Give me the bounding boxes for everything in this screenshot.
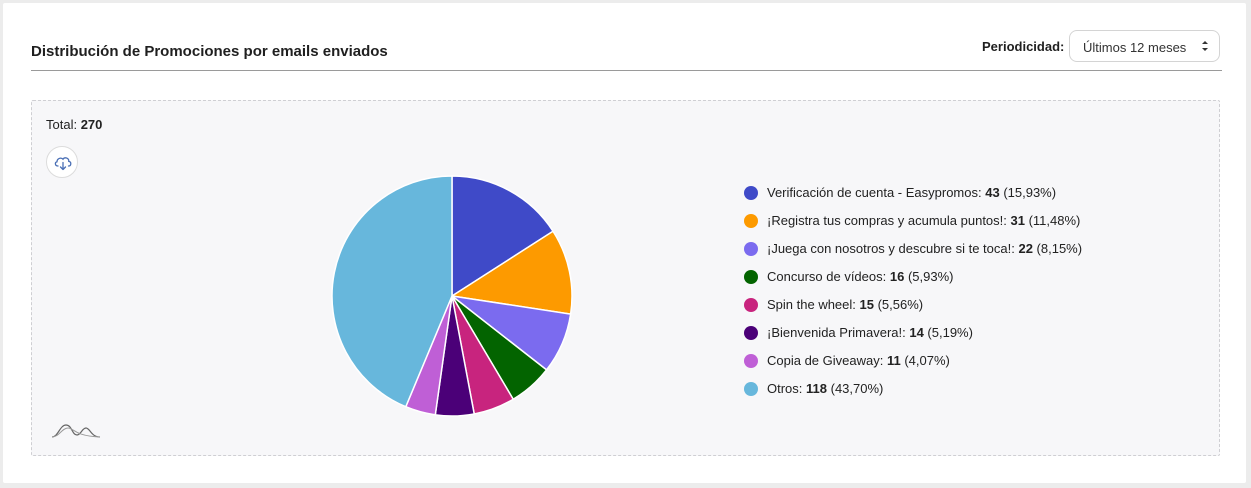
legend-value: 14 (909, 325, 924, 340)
legend-value: 15 (859, 297, 874, 312)
legend-swatch (744, 242, 758, 256)
legend-label: ¡Registra tus compras y acumula puntos!: (767, 213, 1011, 228)
legend-percent: (4,07%) (900, 353, 950, 368)
legend-item[interactable]: ¡Registra tus compras y acumula puntos!:… (744, 212, 1082, 240)
legend-item[interactable]: ¡Juega con nosotros y descubre si te toc… (744, 240, 1082, 268)
cloud-download-icon (54, 157, 72, 171)
legend-label: Concurso de vídeos: (767, 269, 890, 284)
legend-label: Copia de Giveaway: (767, 353, 887, 368)
legend-swatch (744, 270, 758, 284)
legend-label: Spin the wheel: (767, 297, 860, 312)
pie-slice-7[interactable] (331, 175, 453, 408)
legend-value: 22 (1018, 241, 1033, 256)
legend-item[interactable]: Spin the wheel: 15 (5,56%) (744, 296, 1082, 324)
legend-swatch (744, 382, 758, 396)
legend-value: 118 (806, 381, 827, 396)
pie-chart (331, 175, 573, 417)
period-select[interactable]: Últimos 12 meses (1069, 30, 1220, 62)
legend-swatch (744, 214, 758, 228)
chart-legend: Verificación de cuenta - Easypromos: 43 … (744, 184, 1082, 408)
total-label: Total: (46, 117, 78, 132)
header-divider (31, 70, 1222, 71)
legend-value: 31 (1010, 213, 1025, 228)
chart-title: Distribución de Promociones por emails e… (31, 43, 388, 60)
legend-percent: (5,19%) (923, 325, 973, 340)
legend-label: ¡Bienvenida Primavera!: (767, 325, 910, 340)
legend-swatch (744, 298, 758, 312)
legend-percent: (5,56%) (873, 297, 924, 312)
total-text: Total: 270 (46, 117, 102, 132)
legend-swatch (744, 326, 758, 340)
legend-percent: (43,70%) (827, 381, 884, 396)
legend-value: 16 (889, 269, 905, 284)
legend-value: 11 (886, 353, 901, 368)
legend-swatch (744, 354, 758, 368)
total-value: 270 (80, 117, 103, 132)
legend-percent: (11,48%) (1024, 213, 1081, 228)
select-arrows-icon (1202, 41, 1208, 51)
legend-percent: (8,15%) (1032, 241, 1083, 256)
period-select-value: Últimos 12 meses (1083, 40, 1187, 55)
pie-slice-1[interactable] (449, 230, 573, 315)
period-label: Periodicidad: (982, 39, 1065, 54)
legend-item[interactable]: Copia de Giveaway: 11 (4,07%) (744, 352, 1082, 380)
waves-icon (51, 424, 101, 438)
legend-value: 43 (985, 185, 1000, 200)
chart-card: Distribución de Promociones por emails e… (3, 3, 1246, 483)
legend-label: Otros: (767, 381, 807, 396)
legend-label: ¡Juega con nosotros y descubre si te toc… (767, 241, 1019, 256)
legend-percent: (15,93%) (999, 185, 1057, 200)
legend-swatch (744, 186, 758, 200)
legend-percent: (5,93%) (904, 269, 954, 284)
legend-label: Verificación de cuenta - Easypromos: (767, 185, 986, 200)
download-button[interactable] (46, 146, 78, 178)
chart-panel: Total: 270 Verificación de cuenta - Easy… (31, 100, 1220, 456)
legend-item[interactable]: Concurso de vídeos: 16 (5,93%) (744, 268, 1082, 296)
legend-item[interactable]: ¡Bienvenida Primavera!: 14 (5,19%) (744, 324, 1082, 352)
legend-item[interactable]: Verificación de cuenta - Easypromos: 43 … (744, 184, 1082, 212)
legend-item[interactable]: Otros: 118 (43,70%) (744, 380, 1082, 408)
pie-slice-0[interactable] (451, 175, 555, 298)
